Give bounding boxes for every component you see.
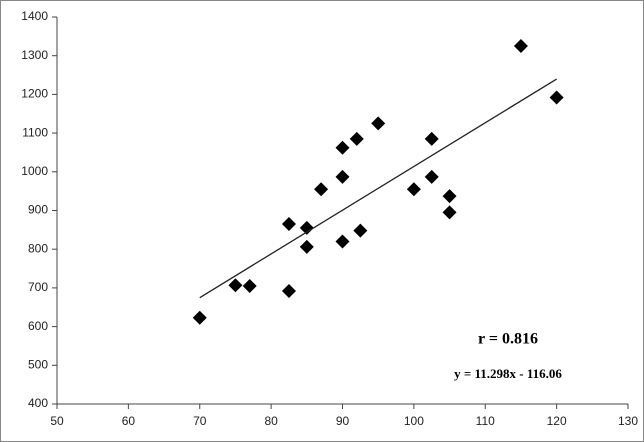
y-tick-label: 400 bbox=[28, 396, 48, 410]
x-tick-label: 70 bbox=[193, 414, 207, 428]
point bbox=[549, 90, 564, 105]
point bbox=[314, 182, 329, 197]
x-tick-label: 100 bbox=[404, 414, 424, 428]
point bbox=[353, 223, 368, 238]
y-tick-label: 500 bbox=[28, 357, 48, 371]
x-tick-label: 80 bbox=[264, 414, 278, 428]
point bbox=[349, 131, 364, 146]
y-tick-label: 900 bbox=[28, 203, 48, 217]
x-tick-label: 110 bbox=[476, 414, 495, 428]
annotation: y = 11.298x - 116.06 bbox=[454, 366, 562, 381]
x-tick-label: 50 bbox=[50, 414, 64, 428]
y-tick-label: 1100 bbox=[22, 125, 48, 139]
point bbox=[442, 205, 457, 220]
point bbox=[424, 131, 439, 146]
point bbox=[335, 169, 350, 184]
point bbox=[281, 283, 296, 298]
point bbox=[192, 310, 207, 325]
y-tick-label: 1000 bbox=[21, 164, 48, 178]
x-tick-label: 120 bbox=[547, 414, 567, 428]
x-tick-label: 60 bbox=[122, 414, 136, 428]
point bbox=[406, 182, 421, 197]
y-tick-label: 1400 bbox=[21, 9, 48, 23]
point bbox=[424, 169, 439, 184]
point bbox=[281, 217, 296, 232]
y-tick-label: 1200 bbox=[21, 87, 48, 101]
point bbox=[335, 234, 350, 249]
x-tick-label: 90 bbox=[336, 414, 350, 428]
trendline bbox=[199, 78, 557, 299]
annotation: r = 0.816 bbox=[478, 331, 538, 348]
point bbox=[299, 239, 314, 254]
point bbox=[299, 220, 314, 235]
point bbox=[228, 278, 243, 293]
point bbox=[242, 278, 257, 293]
point bbox=[371, 116, 386, 131]
point bbox=[442, 189, 457, 204]
y-tick-label: 600 bbox=[28, 319, 48, 333]
y-tick-label: 700 bbox=[28, 280, 48, 294]
y-tick-label: 800 bbox=[28, 241, 48, 255]
point bbox=[335, 140, 350, 155]
y-tick-label: 1300 bbox=[21, 48, 48, 62]
point bbox=[513, 39, 528, 54]
x-tick-label: 130 bbox=[618, 414, 638, 428]
